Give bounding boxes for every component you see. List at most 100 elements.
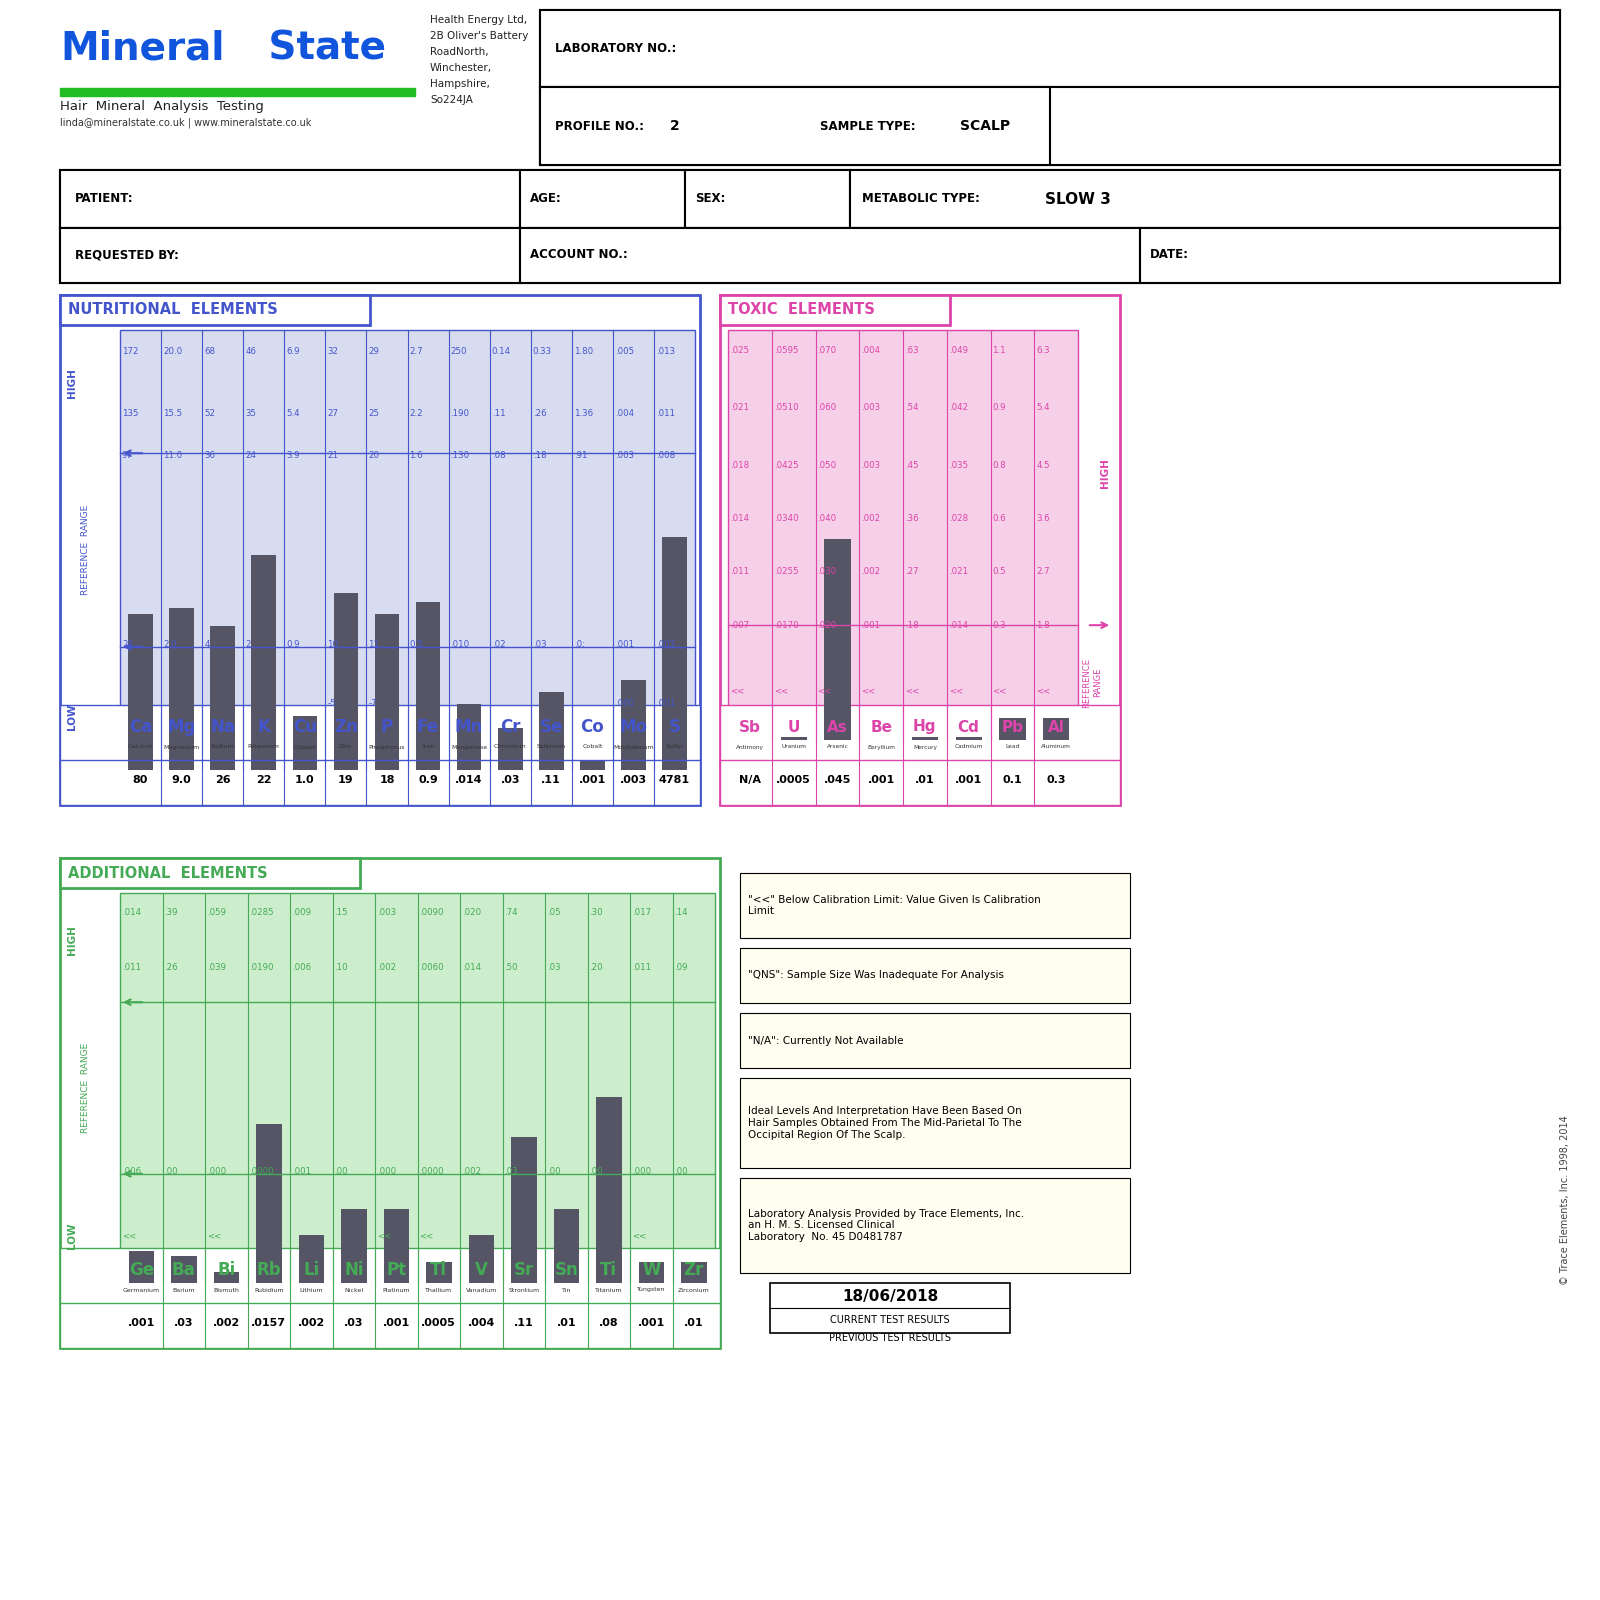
Bar — [120, 453, 694, 646]
Text: <<: << — [378, 1232, 392, 1240]
Text: 1.1: 1.1 — [992, 346, 1006, 355]
Text: Copper: Copper — [293, 744, 317, 749]
Text: .10: .10 — [334, 963, 349, 971]
Text: .26: .26 — [165, 963, 178, 971]
Text: Lithium: Lithium — [299, 1288, 323, 1293]
Text: .014: .014 — [730, 514, 749, 523]
Text: Sodium: Sodium — [211, 744, 235, 749]
Bar — [61, 170, 520, 227]
Bar — [955, 738, 982, 739]
Text: PROFILE NO.:: PROFILE NO.: — [555, 120, 643, 133]
Bar — [770, 1283, 1010, 1333]
Text: Sb: Sb — [739, 720, 762, 734]
Text: Strontium: Strontium — [509, 1288, 539, 1293]
Text: .0425: .0425 — [774, 461, 798, 470]
Bar — [61, 227, 520, 283]
Text: N/A: N/A — [739, 774, 762, 786]
Bar — [554, 1208, 579, 1283]
Text: Barium: Barium — [173, 1288, 195, 1293]
Bar — [728, 330, 1078, 739]
Text: 35: 35 — [245, 410, 256, 418]
Text: Tl: Tl — [430, 1261, 448, 1278]
Text: .00: .00 — [589, 1168, 603, 1176]
Text: 0.5: 0.5 — [992, 568, 1006, 576]
Text: 6.9: 6.9 — [286, 347, 299, 357]
Bar — [469, 1235, 494, 1283]
Text: .63: .63 — [906, 346, 918, 355]
Text: 68: 68 — [205, 347, 214, 357]
Text: Molybdenum: Molybdenum — [613, 744, 654, 749]
Text: SLOW 3: SLOW 3 — [1045, 192, 1110, 206]
Bar — [374, 614, 400, 770]
Text: <<: << — [861, 686, 875, 696]
Text: 3.6: 3.6 — [1037, 514, 1050, 523]
Text: 2B Oliver's Battery: 2B Oliver's Battery — [430, 30, 528, 42]
Text: .0000: .0000 — [419, 1168, 445, 1176]
Text: .11: .11 — [491, 410, 506, 418]
Text: .03: .03 — [501, 774, 520, 786]
Text: 36: 36 — [205, 451, 214, 459]
Text: .0285: .0285 — [250, 909, 274, 917]
Text: .01: .01 — [683, 1318, 704, 1328]
Text: Sulfur: Sulfur — [666, 744, 683, 749]
Text: .18: .18 — [906, 621, 918, 630]
Text: 15.5: 15.5 — [163, 410, 182, 418]
Text: HIGH: HIGH — [67, 368, 77, 398]
Bar — [824, 539, 851, 739]
Text: .02: .02 — [491, 640, 506, 650]
Text: .003: .003 — [378, 909, 397, 917]
Bar — [912, 738, 938, 739]
Text: So224JA: So224JA — [430, 94, 474, 106]
Text: HIGH: HIGH — [1101, 459, 1110, 488]
Text: .000: .000 — [206, 1168, 226, 1176]
Bar — [720, 706, 1120, 805]
Text: .26: .26 — [533, 410, 546, 418]
Bar — [739, 874, 1130, 938]
Text: METABOLIC TYPE:: METABOLIC TYPE: — [862, 192, 979, 205]
Text: .014: .014 — [122, 909, 141, 917]
Text: .040: .040 — [818, 514, 837, 523]
Text: 9.0: 9.0 — [171, 774, 192, 786]
Text: 22: 22 — [122, 640, 133, 650]
Text: Mercury: Mercury — [914, 744, 938, 749]
Text: 10: 10 — [328, 640, 338, 650]
Text: .025: .025 — [730, 346, 749, 355]
Bar — [293, 717, 317, 770]
Text: Fe: Fe — [418, 718, 438, 736]
Text: .042: .042 — [949, 403, 968, 413]
Text: 20.0: 20.0 — [163, 347, 182, 357]
Text: Sr: Sr — [514, 1261, 534, 1278]
Text: .08: .08 — [598, 1318, 619, 1328]
Text: Se: Se — [539, 718, 563, 736]
Text: 11: 11 — [368, 640, 379, 650]
Text: 27: 27 — [328, 410, 338, 418]
Text: .01: .01 — [557, 1318, 576, 1328]
Bar — [541, 86, 1050, 165]
Text: .001: .001 — [614, 640, 634, 650]
Text: -7: -7 — [368, 699, 378, 709]
Text: LOW: LOW — [67, 1222, 77, 1250]
Text: Tin: Tin — [562, 1288, 571, 1293]
Bar — [61, 170, 1560, 227]
Text: .45: .45 — [906, 461, 918, 470]
Text: .130: .130 — [451, 451, 470, 459]
Text: Ge: Ge — [128, 1261, 154, 1278]
Bar — [61, 294, 370, 325]
Text: Winchester,: Winchester, — [430, 62, 493, 74]
Text: 0.33: 0.33 — [533, 347, 552, 357]
Bar — [384, 1208, 410, 1283]
Text: LABORATORY NO.:: LABORATORY NO.: — [555, 42, 677, 54]
Text: Mo: Mo — [619, 718, 648, 736]
Text: Ca: Ca — [130, 718, 152, 736]
Text: 80: 80 — [133, 774, 149, 786]
Bar — [61, 858, 720, 1347]
Text: 2: 2 — [670, 118, 680, 133]
Text: TOXIC  ELEMENTS: TOXIC ELEMENTS — [728, 302, 875, 317]
Text: State: State — [254, 30, 386, 67]
Text: PREVIOUS TEST RESULTS: PREVIOUS TEST RESULTS — [829, 1333, 950, 1342]
Bar — [595, 1098, 621, 1283]
Bar — [251, 555, 277, 770]
Text: .045: .045 — [824, 774, 851, 786]
Text: Phosphorus: Phosphorus — [368, 744, 405, 749]
Text: .011: .011 — [730, 568, 749, 576]
